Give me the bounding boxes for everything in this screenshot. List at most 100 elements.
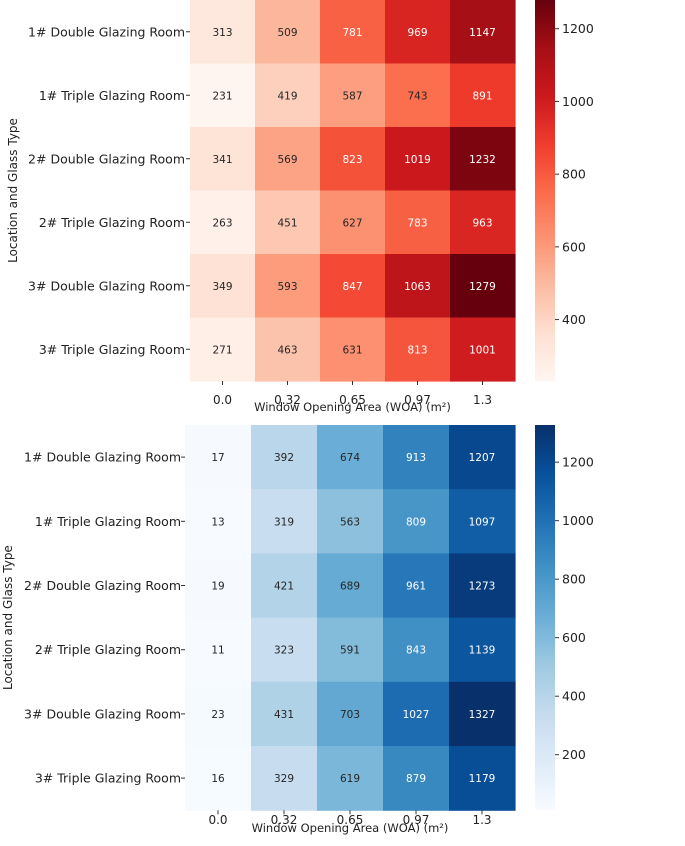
heatmap-cell (255, 63, 321, 128)
heatmap-cell (255, 254, 321, 319)
cell-value-label: 1097 (469, 516, 496, 528)
cell-value-label: 16 (211, 773, 225, 785)
cell-value-label: 231 (212, 90, 232, 102)
heatmap-cell (251, 553, 318, 619)
cell-value-label: 1207 (469, 452, 496, 464)
heatmap-cell (185, 681, 252, 747)
heatmap-cell (190, 63, 256, 128)
heatmap-cell (185, 617, 252, 683)
cell-value-label: 17 (211, 452, 224, 464)
heatmap-cell (190, 190, 256, 255)
heatmap-cell (449, 681, 516, 747)
heatmap-cell (255, 127, 321, 192)
heatmap-cell (450, 317, 516, 382)
y-tick-label: 1# Double Glazing Room (28, 24, 185, 39)
heatmap-cell (383, 681, 450, 747)
cell-value-label: 392 (274, 452, 294, 464)
cell-value-label: 703 (340, 709, 360, 721)
x-tick-label: 1.3 (473, 393, 492, 407)
cell-value-label: 591 (340, 645, 360, 657)
heatmap-cell (190, 317, 256, 382)
y-tick-label: 2# Triple Glazing Room (39, 215, 185, 230)
cell-value-label: 323 (274, 645, 294, 657)
y-tick-label: 3# Triple Glazing Room (39, 342, 185, 357)
y-tick-label: 2# Triple Glazing Room (35, 642, 181, 657)
cell-value-label: 451 (277, 217, 297, 229)
y-tick-label: 3# Double Glazing Room (24, 706, 181, 721)
colorbar-tick-label: 400 (562, 689, 586, 704)
colorbar-tick-label: 1200 (562, 21, 594, 36)
cell-value-label: 813 (407, 344, 427, 356)
heatmap-cell (320, 254, 386, 319)
cell-value-label: 847 (342, 281, 362, 293)
cell-value-label: 19 (211, 581, 224, 593)
heatmap-cell (317, 617, 384, 683)
cell-value-label: 509 (277, 27, 297, 39)
heatmap-cell (383, 553, 450, 619)
heatmap-cell (449, 489, 516, 554)
heatmap-cell (385, 254, 451, 319)
cell-value-label: 563 (340, 516, 360, 528)
heatmap-cell (450, 254, 516, 319)
heatmap-cell (320, 317, 386, 382)
heatmap-cell (251, 425, 318, 490)
y-tick-label: 1# Triple Glazing Room (39, 88, 185, 103)
heatmap-cell (385, 190, 451, 255)
heatmap-cell (383, 746, 450, 811)
heatmap-cell (450, 63, 516, 128)
cell-value-label: 463 (277, 344, 297, 356)
heatmap-cell (320, 127, 386, 192)
y-tick-label: 3# Double Glazing Room (28, 278, 185, 293)
cell-value-label: 1019 (404, 154, 431, 166)
x-tick-label: 0.65 (337, 813, 364, 827)
cell-value-label: 1179 (469, 773, 496, 785)
cell-value-label: 419 (277, 90, 297, 102)
cell-value-label: 913 (406, 452, 426, 464)
colorbar-tick-label: 400 (562, 312, 586, 327)
x-tick-label: 0.32 (274, 393, 301, 407)
colorbar-tick-label: 800 (562, 167, 586, 182)
cell-value-label: 11 (211, 645, 224, 657)
cell-value-label: 23 (211, 709, 224, 721)
red-heatmap: 313 509 781 969 1147 231 419 587 743 891 341 569 823… (6, 0, 594, 414)
heatmap-cell (383, 425, 450, 490)
heatmap-cell (255, 317, 321, 382)
cell-value-label: 1327 (469, 709, 496, 721)
heatmap-cell (449, 553, 516, 619)
cell-value-label: 963 (472, 217, 492, 229)
x-tick-label: 0.97 (403, 813, 430, 827)
y-tick-label: 3# Triple Glazing Room (35, 771, 181, 786)
cell-value-label: 1001 (469, 344, 496, 356)
cell-value-label: 627 (342, 217, 362, 229)
cell-value-label: 619 (340, 773, 360, 785)
colorbar-tick-label: 600 (562, 239, 586, 254)
heatmap-cell (251, 681, 318, 747)
heatmap-cell (317, 425, 384, 490)
cell-value-label: 961 (406, 581, 426, 593)
x-tick-label: 0.0 (213, 393, 232, 407)
heatmap-cell (383, 617, 450, 683)
cell-value-label: 674 (340, 452, 360, 464)
y-axis-label: Location and Glass Type (1, 545, 15, 690)
cell-value-label: 1063 (404, 281, 431, 293)
heatmap-cell (317, 553, 384, 619)
cell-value-label: 1147 (469, 27, 496, 39)
cell-value-label: 349 (212, 281, 232, 293)
cell-value-label: 587 (342, 90, 362, 102)
heatmap-cell (385, 63, 451, 128)
y-tick-label: 1# Double Glazing Room (24, 450, 181, 465)
cell-value-label: 1027 (403, 709, 430, 721)
colorbar-tick-label: 200 (562, 747, 586, 762)
heatmap-cell (383, 489, 450, 554)
cell-value-label: 1139 (469, 645, 496, 657)
colorbar (535, 425, 555, 810)
x-tick-label: 0.97 (404, 393, 431, 407)
cell-value-label: 1273 (469, 581, 496, 593)
y-axis-label: Location and Glass Type (6, 118, 20, 263)
heatmap-cell (185, 746, 252, 811)
cell-value-label: 631 (342, 344, 362, 356)
colorbar-tick-label: 600 (562, 630, 586, 645)
heatmap-cell (190, 254, 256, 319)
heatmap-cell (185, 489, 252, 554)
heatmap-cell (320, 0, 386, 65)
